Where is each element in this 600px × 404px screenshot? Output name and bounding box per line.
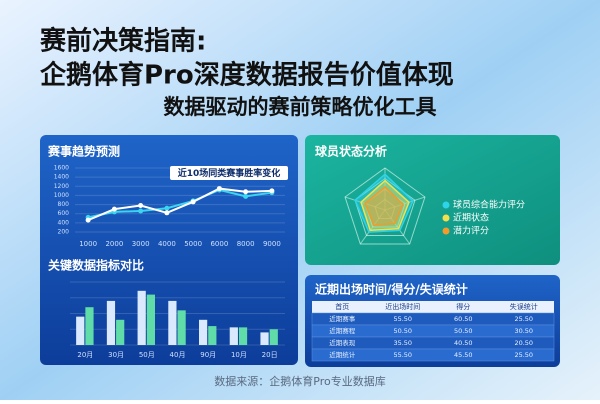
table-cell: 50.50 bbox=[454, 327, 473, 335]
x-tick-label: 90月 bbox=[200, 351, 216, 359]
bar bbox=[76, 316, 85, 345]
x-tick-label: 8000 bbox=[237, 240, 255, 248]
table-header-bg bbox=[312, 301, 554, 313]
x-tick-label: 40月 bbox=[170, 351, 186, 359]
bar bbox=[85, 307, 94, 345]
point bbox=[243, 193, 249, 199]
radar-axis bbox=[384, 196, 426, 211]
bar bbox=[106, 300, 116, 345]
table-cell: 55.50 bbox=[393, 315, 412, 323]
point bbox=[164, 205, 170, 211]
table-cell: 30.50 bbox=[514, 327, 533, 335]
table-cell: 近期表现 bbox=[329, 338, 356, 347]
y-tick-label: 400 bbox=[58, 219, 70, 226]
table-cell: 40.50 bbox=[454, 339, 473, 347]
table-cell: 近期赛程 bbox=[329, 326, 356, 335]
radar-grid bbox=[344, 167, 426, 245]
table-cell: 55.50 bbox=[393, 351, 412, 359]
x-tick-label: 4000 bbox=[158, 240, 176, 248]
radar-area bbox=[354, 173, 414, 233]
bar bbox=[177, 310, 186, 345]
radar-area bbox=[364, 185, 404, 227]
x-tick-label: 20月 bbox=[77, 351, 93, 359]
table-title: 近期出场时间/得分/失误统计 bbox=[315, 282, 468, 297]
y-tick-label: 1400 bbox=[54, 174, 69, 181]
x-tick-label: 50月 bbox=[139, 351, 155, 359]
radar-grid bbox=[374, 198, 396, 219]
table-header: 近出场时间 bbox=[385, 302, 420, 311]
bar bbox=[260, 332, 269, 345]
chart-title: 赛事趋势预测 bbox=[47, 144, 120, 159]
legend-label: 潜力评分 bbox=[453, 225, 489, 237]
bar bbox=[116, 319, 125, 345]
point bbox=[111, 206, 117, 212]
table-row-bg bbox=[311, 348, 555, 362]
table-cell: 35.50 bbox=[393, 339, 412, 347]
y-tick-label: 800 bbox=[58, 201, 70, 208]
legend-label: 球员综合能力评分 bbox=[453, 199, 525, 211]
legend-box bbox=[170, 166, 288, 180]
point bbox=[85, 217, 91, 223]
table-header: 得分 bbox=[456, 302, 470, 311]
bar bbox=[199, 319, 208, 345]
legend-swatch bbox=[442, 227, 450, 235]
legend-swatch bbox=[442, 214, 450, 222]
table-cell: 25.50 bbox=[514, 351, 533, 359]
x-tick-label: 2000 bbox=[105, 240, 123, 248]
y-tick-label: 1000 bbox=[54, 192, 69, 199]
table-cell: 25.50 bbox=[514, 315, 533, 323]
x-tick-label: 30月 bbox=[108, 351, 124, 359]
title: 企鹅体育Pro深度数据报告价值体现 bbox=[40, 60, 454, 91]
title: 赛前决策指南: bbox=[39, 26, 206, 57]
x-tick-label: 5000 bbox=[184, 240, 202, 248]
footer: 数据来源：企鹅体育Pro专业数据库 bbox=[214, 374, 385, 388]
radar-axis bbox=[384, 209, 411, 245]
x-tick-label: 9000 bbox=[263, 240, 281, 248]
bar bbox=[238, 327, 248, 345]
table-cell: 近期赛事 bbox=[329, 314, 356, 323]
y-tick-label: 1600 bbox=[54, 165, 69, 172]
x-tick-label: 1000 bbox=[79, 240, 97, 248]
bar bbox=[146, 294, 155, 345]
line bbox=[87, 187, 272, 222]
y-tick-label: 1200 bbox=[54, 183, 69, 190]
bar bbox=[269, 329, 278, 345]
x-tick-label: 20日 bbox=[262, 351, 278, 359]
legend-swatch bbox=[442, 201, 450, 209]
table-cell: 50.50 bbox=[393, 327, 412, 335]
table-cell: 20.50 bbox=[514, 339, 533, 347]
bar bbox=[208, 326, 217, 345]
x-tick-label: 6000 bbox=[210, 240, 228, 248]
legend-label: 近10场同类赛事胜率变化 bbox=[178, 167, 281, 179]
subtitle: 数据驱动的赛前策略优化工具 bbox=[164, 95, 437, 119]
y-tick-label: 200 bbox=[58, 229, 70, 236]
y-tick-label: 600 bbox=[58, 210, 70, 217]
bar bbox=[168, 300, 177, 345]
chart-title: 球员状态分析 bbox=[315, 144, 387, 159]
bar bbox=[137, 290, 146, 345]
point bbox=[243, 189, 249, 195]
point bbox=[164, 210, 170, 216]
table-header: 失误统计 bbox=[510, 302, 538, 311]
bar bbox=[229, 327, 238, 345]
table-cell: 近期统计 bbox=[329, 350, 356, 359]
point bbox=[216, 186, 222, 192]
radar-axis bbox=[359, 209, 386, 245]
line bbox=[87, 188, 273, 219]
point bbox=[138, 202, 144, 208]
table-cell: 60.50 bbox=[454, 315, 473, 323]
point bbox=[190, 199, 196, 205]
table-header: 首页 bbox=[335, 302, 349, 311]
x-tick-label: 10月 bbox=[231, 351, 247, 359]
legend-label: 近期状态 bbox=[453, 212, 489, 224]
table-cell: 45.50 bbox=[454, 351, 473, 359]
point bbox=[269, 188, 275, 194]
point bbox=[138, 208, 144, 214]
chart-title: 关键数据指标对比 bbox=[48, 258, 144, 273]
x-tick-label: 3000 bbox=[132, 240, 150, 248]
